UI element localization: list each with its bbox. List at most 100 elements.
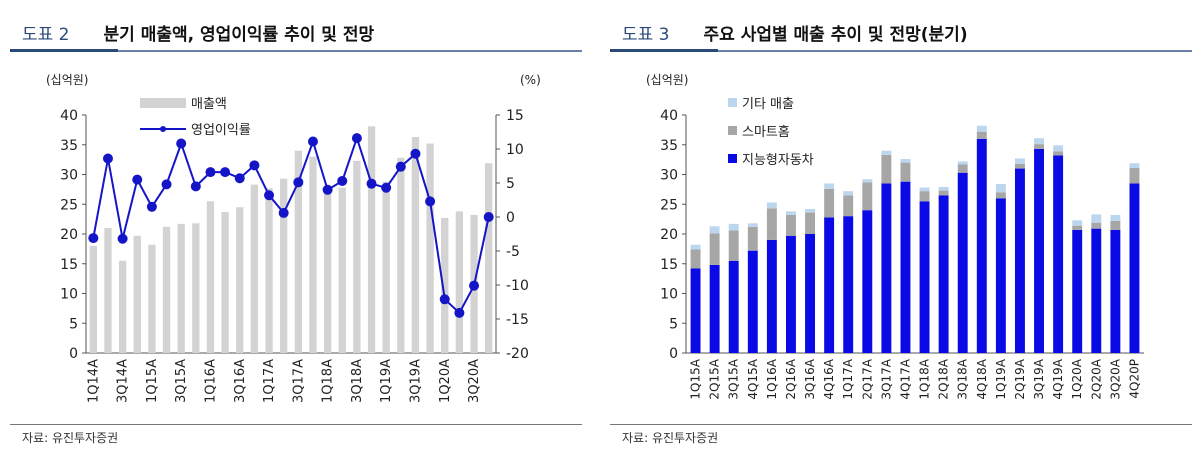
smart-home-bar [900, 162, 911, 182]
right-y-tick-label: 30 [660, 168, 678, 184]
left-header: 도표 2 분기 매출액, 영업이익률 추이 및 전망 [22, 14, 374, 50]
smart-home-bar [1091, 222, 1102, 229]
legend-margin-swatch-marker [160, 126, 166, 132]
smart-home-bar [1110, 220, 1121, 230]
revenue-bar [426, 143, 434, 353]
other-sales-bar [938, 186, 949, 191]
right-x-tick-label: 3Q16A [803, 358, 817, 399]
margin-point [469, 280, 480, 291]
margin-point [264, 190, 275, 201]
left-source: 자료: 유진투자증권 [22, 431, 119, 445]
right-x-tick-label: 3Q17A [879, 358, 893, 399]
right-source: 자료: 유진투자증권 [622, 431, 719, 445]
left-y-tick-label: 5 [69, 316, 78, 332]
left-x-tick-label: 3Q14A [116, 359, 131, 403]
left-y-tick-label: 20 [60, 227, 78, 243]
margin-point [117, 233, 128, 244]
left-x-tick-label: 3Q16A [233, 359, 248, 403]
smart-home-bar [709, 233, 720, 265]
smart-home-bar [805, 212, 816, 234]
legend-smart-home-label: 스마트홈 [742, 125, 790, 140]
smart-home-bar [862, 182, 873, 211]
smart-home-bar [785, 214, 796, 236]
margin-point [381, 182, 392, 193]
margin-point [190, 181, 201, 192]
smart-car-bar [1129, 183, 1140, 353]
other-sales-bar [957, 161, 968, 165]
smart-home-bar [919, 191, 930, 202]
right-y-tick-label: 40 [660, 108, 678, 124]
margin-point [410, 148, 421, 159]
smart-car-bar [1034, 148, 1045, 353]
right-x-tick-label: 4Q15A [746, 358, 760, 399]
left-x-tick-label: 3Q17A [291, 359, 306, 403]
right-x-tick-label: 4Q18A [975, 358, 989, 399]
smart-car-bar [709, 264, 720, 353]
right-x-tick-label: 2Q15A [708, 358, 722, 399]
left-y-tick-label: 10 [60, 287, 78, 303]
revenue-bar [309, 156, 317, 353]
left-x-tick-label: 1Q16A [203, 359, 218, 403]
other-sales-bar [1014, 158, 1025, 164]
smart-home-bar [690, 249, 701, 269]
left-x-tick-label: 3Q15A [174, 359, 189, 403]
other-sales-bar [766, 202, 777, 209]
right-x-tick-label: 3Q20A [1108, 358, 1122, 399]
other-sales-bar [690, 244, 701, 250]
revenue-bar [236, 207, 244, 353]
revenue-bar [265, 188, 273, 353]
revenue-bar [323, 186, 332, 353]
other-sales-bar [1072, 220, 1083, 226]
legend-other-sales-swatch [728, 98, 737, 107]
revenue-bar [382, 181, 390, 353]
left-figure-title: 분기 매출액, 영업이익률 추이 및 전망 [103, 24, 375, 45]
left-y2-tick-label: -10 [506, 278, 529, 294]
left-y2-tick-label: 10 [506, 142, 524, 158]
other-sales-bar [785, 211, 796, 215]
smart-car-bar [900, 181, 911, 353]
left-y2-tick-label: -15 [506, 312, 529, 328]
other-sales-bar [900, 159, 911, 163]
right-source-rule [610, 424, 1192, 425]
smart-car-bar [824, 217, 835, 353]
right-figure-title: 주요 사업별 매출 추이 및 전망(분기) [703, 24, 968, 45]
margin-point [102, 153, 113, 164]
right-x-tick-label: 2Q19A [1013, 358, 1027, 399]
legend-revenue-label: 매출액 [191, 97, 227, 112]
right-x-tick-label: 3Q19A [1032, 358, 1046, 399]
right-x-tick-label: 4Q17A [898, 358, 912, 399]
other-sales-bar [976, 125, 987, 132]
left-y-axis-title: (십억원) [46, 73, 88, 87]
left-y2-tick-label: -5 [506, 244, 520, 260]
smart-home-bar [1129, 167, 1140, 184]
revenue-margin-chart: (십억원) (%) 0 5 10 15 20 25 30 35 40 -20 -15 -10 -5 0 5 10 1… [46, 73, 541, 403]
smart-car-bar [995, 198, 1006, 353]
smart-car-bar [919, 201, 930, 353]
margin-point [351, 133, 362, 144]
right-x-tick-label: 1Q18A [918, 358, 932, 399]
left-y2-tick-label: 15 [506, 108, 524, 124]
margin-point [483, 212, 494, 222]
left-y-tick-label: 15 [60, 257, 78, 273]
revenue-bar [118, 260, 127, 353]
smart-home-bar [1072, 225, 1083, 230]
smart-home-bar [1014, 163, 1025, 169]
other-sales-bar [805, 209, 816, 213]
other-sales-bar [881, 150, 892, 155]
left-x-tick-label: 1Q18A [321, 359, 336, 403]
right-y-tick-label: 10 [660, 287, 678, 303]
margin-point [278, 207, 289, 218]
left-y-tick-label: 40 [60, 108, 78, 124]
right-x-tick-label: 1Q15A [689, 358, 703, 399]
right-x-tick-label: 2Q17A [860, 358, 874, 399]
smart-car-bar [785, 235, 796, 353]
smart-home-bar [824, 188, 835, 218]
other-sales-bar [1053, 145, 1064, 152]
right-x-tick-label: 3Q18A [956, 358, 970, 399]
smart-car-bar [805, 234, 816, 353]
smart-car-bar [690, 268, 701, 353]
smart-home-bar [995, 192, 1006, 199]
right-x-tick-label: 4Q20P [1127, 359, 1141, 399]
left-y-tick-label: 0 [69, 346, 78, 362]
margin-point [454, 307, 465, 318]
